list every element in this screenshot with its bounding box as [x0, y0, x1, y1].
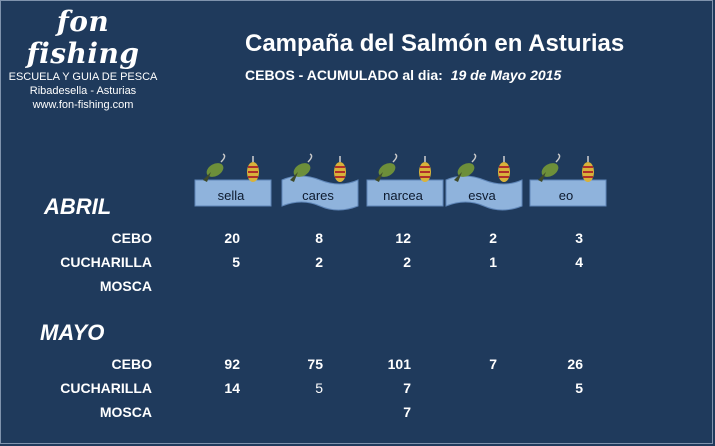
- row-label: CEBO: [111, 356, 152, 372]
- river-banner-cares: [281, 153, 359, 211]
- table-cell: 5: [315, 380, 323, 396]
- river-banner-narcea: [366, 153, 444, 207]
- lure-icon: [290, 153, 346, 182]
- river-label: esva: [468, 188, 496, 203]
- lure-icon: [203, 153, 259, 182]
- row-label: CEBO: [111, 230, 152, 246]
- table-cell: 5: [575, 380, 583, 396]
- month-label: MAYO: [40, 320, 105, 345]
- brand-name: fon fishing: [26, 5, 140, 70]
- row-label: MOSCA: [99, 404, 152, 420]
- table-cell: 8: [315, 230, 323, 246]
- river-label: eo: [558, 188, 574, 203]
- chart-title: Campaña del Salmón en Asturias: [245, 30, 625, 57]
- table-cell: 4: [575, 254, 583, 270]
- table-cell: 7: [489, 356, 497, 372]
- table-cell: 1: [489, 254, 497, 270]
- table-cell: 7: [403, 380, 411, 396]
- brand-location: Ribadesella - Asturias: [29, 85, 137, 97]
- table-cell: 14: [224, 380, 240, 396]
- subtitle-prefix: CEBOS - ACUMULADO al dia:: [245, 67, 443, 83]
- river-header-sella: sella: [193, 153, 273, 214]
- table-cell: 7: [403, 404, 411, 420]
- table-cell: 20: [224, 230, 240, 246]
- river-label: narcea: [383, 188, 423, 203]
- river-banner-sella: [194, 153, 272, 207]
- lure-icon: [454, 153, 510, 182]
- row-label: MOSCA: [99, 278, 152, 294]
- table-cell: 2: [315, 254, 323, 270]
- chart-subtitle: CEBOS - ACUMULADO al dia: 19 de Mayo 201…: [245, 67, 561, 83]
- river-header-esva: esva: [444, 153, 524, 214]
- row-label: CUCHARILLA: [60, 254, 152, 270]
- table-cell: 101: [387, 356, 411, 372]
- brand-tagline: ESCUELA Y GUIA DE PESCA: [8, 71, 158, 83]
- brand-logo: fon fishing ESCUELA Y GUIA DE PESCA Riba…: [8, 6, 158, 112]
- river-banner-eo: [529, 153, 607, 207]
- river-header-cares: cares: [280, 153, 360, 214]
- lure-icon: [538, 153, 594, 182]
- table-cell: 26: [567, 356, 583, 372]
- table-cell: 3: [575, 230, 583, 246]
- river-header-narcea: narcea: [365, 153, 445, 214]
- row-label: CUCHARILLA: [60, 380, 152, 396]
- river-label: cares: [302, 188, 334, 203]
- table-cell: 12: [395, 230, 411, 246]
- month-label: ABRIL: [44, 194, 112, 219]
- table-cell: 2: [403, 254, 411, 270]
- brand-website: www.fon-fishing.com: [32, 99, 134, 111]
- table-cell: 5: [232, 254, 240, 270]
- table-cell: 75: [307, 356, 323, 372]
- table-cell: 92: [224, 356, 240, 372]
- river-banner-esva: [445, 153, 523, 211]
- subtitle-date: 19 de Mayo 2015: [450, 67, 562, 83]
- river-label: sella: [217, 188, 245, 203]
- table-cell: 2: [489, 230, 497, 246]
- river-header-eo: eo: [528, 153, 608, 214]
- lure-icon: [375, 153, 431, 182]
